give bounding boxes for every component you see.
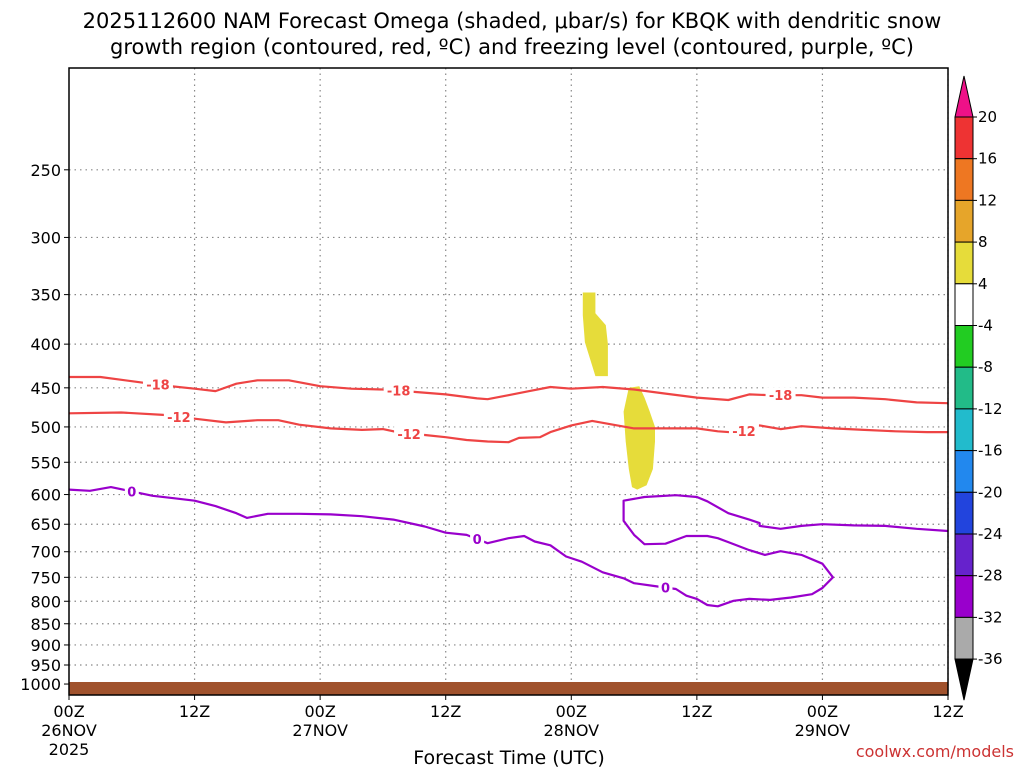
y-tick-label-500: 500	[30, 418, 61, 437]
contour-freezing-label-1: 0	[127, 485, 136, 500]
y-tick-label-400: 400	[30, 335, 61, 354]
x-tick-date-6: 29NOV	[795, 721, 851, 740]
y-tick-label-450: 450	[30, 379, 61, 398]
colorbar-label-6: -8	[978, 358, 993, 376]
colorbar-label-8: -16	[978, 442, 1003, 460]
y-tick-label-650: 650	[30, 515, 61, 534]
y-tick-label-300: 300	[30, 228, 61, 247]
colorbar-label-1: 16	[978, 150, 997, 168]
x-tick-date-0: 26NOV	[41, 721, 97, 740]
contour-freezing-label-3: 0	[661, 582, 670, 597]
plot-area	[69, 68, 948, 695]
contour-minus12-label-3: -12	[732, 425, 756, 440]
colorbar-label-9: -20	[978, 483, 1003, 501]
colorbar-box-8	[954, 408, 974, 452]
contour-freezing-label-bg-1	[124, 483, 139, 500]
x-tick-time-3: 12Z	[430, 702, 461, 721]
colorbar-box-13	[954, 616, 974, 660]
colorbar-box-12	[954, 575, 974, 618]
y-tick-label-850: 850	[30, 615, 61, 634]
contour-freezing-line	[68, 486, 949, 608]
x-tick-time-1: 12Z	[179, 702, 210, 721]
contour-minus12-label-bg-3	[728, 422, 759, 439]
y-tick-label-800: 800	[30, 592, 61, 611]
y-tick-label-250: 250	[30, 161, 61, 180]
colorbar-label-3: 8	[978, 233, 988, 251]
colorbar-top-arrow	[954, 75, 974, 118]
colorbar-label-10: -24	[978, 525, 1003, 543]
x-tick-time-7: 12Z	[932, 702, 963, 721]
colorbar-box-5	[954, 283, 974, 326]
colorbar-box-1	[954, 116, 974, 160]
contour-lines: -18 -18 -18 -12 -12 -12 0 0 0	[68, 375, 949, 608]
x-tick-time-5: 12Z	[681, 702, 712, 721]
contour-minus18-label-3: -18	[769, 389, 793, 404]
colorbar-box-3	[954, 199, 974, 243]
x-tick-time-4: 00Z	[556, 702, 587, 721]
colorbar-label-5: -4	[978, 317, 993, 335]
y-tick-label-600: 600	[30, 486, 61, 505]
contour-minus18-label-bg-2	[383, 382, 414, 399]
colorbar-box-10	[954, 491, 974, 535]
y-axis-ticks: 250 300 350 400 450 500 550 600 650 700 750 800 850 9…	[20, 161, 69, 694]
colorbar-label-12: -32	[978, 608, 1003, 626]
colorbar-label-2: 12	[978, 191, 997, 209]
colorbar-box-7	[954, 366, 974, 410]
colorbar-box-6	[954, 325, 974, 368]
omega-shade-1	[582, 292, 608, 377]
x-tick-time-0: 00Z	[53, 702, 84, 721]
contour-minus12-label-1: -12	[167, 411, 191, 426]
colorbar-bottom-arrow	[954, 658, 974, 701]
x-tick-date-2: 27NOV	[292, 721, 348, 740]
y-tick-label-1000: 1000	[20, 675, 61, 694]
x-tick-date-4: 28NOV	[543, 721, 599, 740]
terrain-ground	[69, 682, 948, 695]
plot-frame	[68, 67, 949, 696]
contour-minus12-label-bg-1	[163, 408, 194, 425]
colorbar-box-11	[954, 533, 974, 577]
chart-title-line-2: growth region (contoured, red, ºC) and f…	[110, 35, 914, 59]
omega-shade-2	[623, 386, 655, 490]
y-tick-label-950: 950	[30, 656, 61, 675]
contour-minus12-label-2: -12	[397, 428, 421, 443]
contour-freezing-label-bg-2	[470, 531, 485, 548]
x-tick-time-2: 00Z	[304, 702, 335, 721]
colorbar-label-13: -36	[978, 650, 1003, 668]
contour-minus18-label-2: -18	[387, 385, 411, 400]
contour-freezing-label-bg-3	[658, 579, 673, 596]
colorbar-label-11: -28	[978, 567, 1003, 585]
colorbar-box-9	[954, 450, 974, 493]
colorbar-legend: 20 16 12 8 4 -4 -8 -12 -16 -20 -24 -28 -32 -36	[954, 75, 1003, 701]
x-axis-label: Forecast Time (UTC)	[413, 747, 604, 768]
y-tick-label-700: 700	[30, 543, 61, 562]
colorbar-label-0: 20	[978, 108, 997, 126]
credit-text: coolwx.com/models	[856, 742, 1014, 761]
omega-shading	[582, 292, 655, 490]
colorbar-label-7: -12	[978, 400, 1003, 418]
y-tick-label-900: 900	[30, 636, 61, 655]
y-tick-label-350: 350	[30, 286, 61, 305]
x-tick-year-0: 2025	[49, 740, 90, 759]
y-tick-label-550: 550	[30, 453, 61, 472]
chart-title-line-1: 2025112600 NAM Forecast Omega (shaded, μ…	[83, 9, 942, 33]
contour-minus12-line	[68, 411, 948, 444]
y-tick-label-750: 750	[30, 568, 61, 587]
x-tick-time-6: 00Z	[807, 702, 838, 721]
contour-minus18-label-1: -18	[146, 379, 170, 394]
contour-minus18-label-bg-3	[765, 387, 796, 404]
contour-minus12-label-bg-2	[394, 425, 425, 442]
colorbar-label-4: 4	[978, 275, 988, 293]
colorbar-box-4	[954, 241, 974, 285]
colorbar-box-2	[954, 158, 974, 201]
contour-minus18-label-bg-1	[142, 376, 173, 393]
contour-freezing-label-2: 0	[473, 533, 482, 548]
